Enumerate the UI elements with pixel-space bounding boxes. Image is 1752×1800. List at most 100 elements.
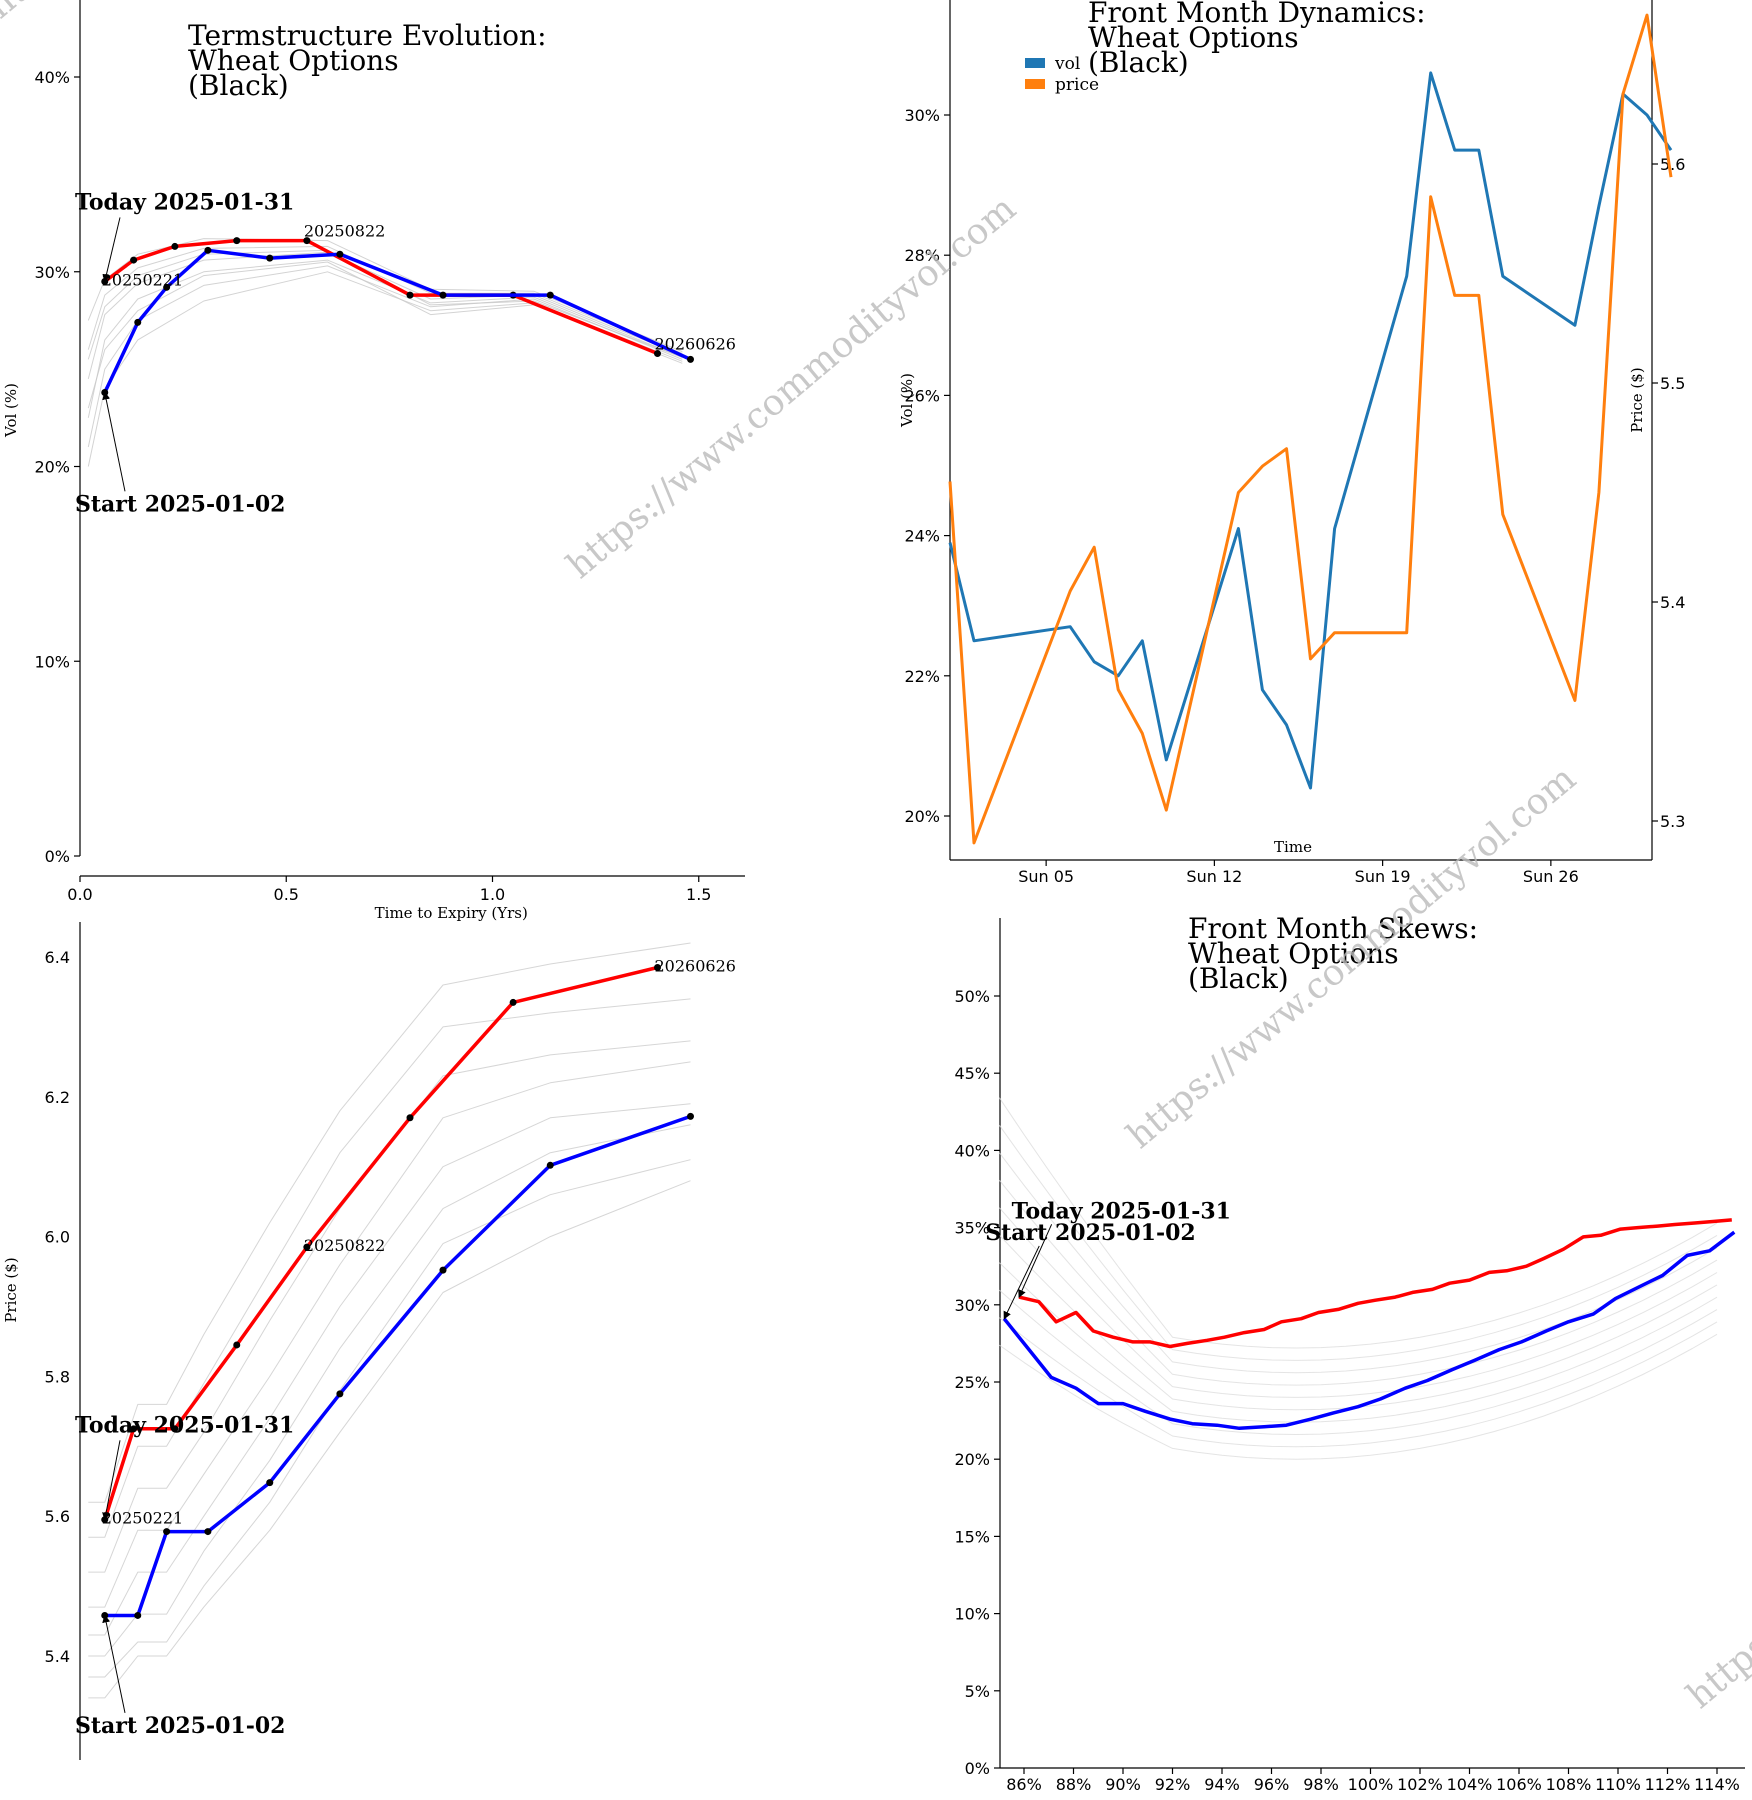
prices-point bbox=[509, 998, 517, 1006]
prices-point bbox=[171, 1425, 179, 1433]
termstructure-point bbox=[654, 350, 661, 358]
frontmonth-x-tick-label: Sun 12 bbox=[1186, 867, 1242, 886]
skews-y-tick-label: 15% bbox=[954, 1527, 990, 1546]
termstructure-history-line bbox=[87, 249, 683, 360]
prices-series-line bbox=[103, 965, 658, 1521]
frontmonth-y-right-axis-label: Price ($) bbox=[1628, 367, 1646, 432]
skews-history-line bbox=[998, 1152, 1718, 1374]
skews-x-tick-label: 114% bbox=[1694, 1775, 1740, 1794]
termstructure-x-tick-label: 1.0 bbox=[480, 885, 505, 904]
prices-contract-label: 20260626 bbox=[655, 956, 736, 975]
skews-x-tick-label: 96% bbox=[1254, 1775, 1290, 1794]
frontmonth-title-line: Wheat Options bbox=[1088, 21, 1299, 54]
termstructure-history-line bbox=[87, 245, 683, 354]
skews-y-tick-label: 35% bbox=[954, 1219, 990, 1238]
skews-history-line bbox=[998, 1179, 1718, 1386]
prices-y-tick-label: 5.8 bbox=[45, 1367, 70, 1386]
skews-title-line: Front Month Skews: bbox=[1188, 912, 1478, 945]
prices-chart: 5.4 5.6 5.8 6.0 6.2 6.4 Price ($) 20250221 20250… bbox=[2, 922, 736, 1760]
frontmonth-y-right-tick-label: 5.4 bbox=[1660, 593, 1685, 612]
skews-x-tick-label: 90% bbox=[1105, 1775, 1141, 1794]
frontmonth-y-tick-label: 28% bbox=[904, 246, 940, 265]
termstructure-x-axis-label: Time to Expiry (Yrs) bbox=[375, 904, 528, 922]
prices-y-tick-label: 5.6 bbox=[45, 1507, 70, 1526]
termstructure-contract-label: 20250822 bbox=[304, 222, 385, 241]
prices-point bbox=[303, 1243, 311, 1251]
skews-y-tick-label: 20% bbox=[954, 1450, 990, 1469]
prices-point bbox=[266, 1479, 274, 1487]
termstructure-title-line: Wheat Options bbox=[188, 44, 399, 77]
skews-series-line bbox=[1018, 1218, 1732, 1349]
frontmonth-x-tick-label: Sun 19 bbox=[1355, 867, 1411, 886]
skews-chart: 0% 5% 10% 15% 20% 25% 30% 35% 40% 45% 50% 86% 88% 90%… bbox=[954, 912, 1745, 1794]
skews-annotation-label: Start 2025-01-02 bbox=[985, 1220, 1195, 1246]
skews-series-line bbox=[1002, 1230, 1736, 1431]
termstructure-point bbox=[134, 318, 142, 326]
prices-y-tick-label: 6.4 bbox=[45, 948, 70, 967]
skews-y-tick-label: 30% bbox=[954, 1296, 990, 1315]
termstructure-point bbox=[546, 291, 554, 299]
frontmonth-y-right-tick-label: 5.5 bbox=[1660, 374, 1685, 393]
skews-history-line bbox=[998, 1124, 1718, 1361]
termstructure-contract-label: 20260626 bbox=[655, 335, 736, 354]
prices-y-tick-label: 6.2 bbox=[45, 1088, 70, 1107]
prices-point bbox=[163, 1528, 171, 1536]
skews-x-tick-label: 112% bbox=[1645, 1775, 1691, 1794]
prices-point bbox=[439, 1266, 447, 1274]
prices-point bbox=[687, 1112, 694, 1120]
frontmonth-title-line: Front Month Dynamics: bbox=[1088, 0, 1426, 29]
termstructure-annotation-arrow bbox=[102, 217, 121, 283]
skews-y-tick-label: 10% bbox=[954, 1605, 990, 1624]
prices-point bbox=[134, 1611, 142, 1619]
termstructure-point bbox=[204, 246, 212, 254]
prices-history-line bbox=[88, 1040, 691, 1573]
termstructure-point bbox=[266, 254, 274, 262]
prices-series-line bbox=[104, 1114, 692, 1618]
frontmonth-y-tick-label: 24% bbox=[904, 527, 940, 546]
prices-point bbox=[546, 1161, 554, 1169]
skews-x-tick-label: 102% bbox=[1397, 1775, 1443, 1794]
frontmonth-chart: 20% 22% 24% 26% 28% 30% 5.3 5.4 5.5 5.6 Sun 05 Sun … bbox=[898, 0, 1685, 886]
skews-y-tick-label: 50% bbox=[954, 987, 990, 1006]
termstructure-history-line bbox=[87, 261, 683, 409]
termstructure-history-line bbox=[87, 271, 683, 467]
skews-title-line: Wheat Options bbox=[1188, 937, 1399, 970]
prices-annotation-label: Start 2025-01-02 bbox=[75, 1713, 285, 1739]
termstructure-y-axis-label: Vol (%) bbox=[2, 383, 20, 438]
frontmonth-x-axis-label: Time bbox=[1274, 838, 1312, 856]
termstructure-x-tick-label: 1.5 bbox=[686, 885, 711, 904]
frontmonth-y-right-tick-label: 5.3 bbox=[1660, 812, 1685, 831]
prices-point bbox=[654, 963, 661, 971]
prices-y-axis-label: Price ($) bbox=[2, 1257, 20, 1322]
skews-y-tick-label: 45% bbox=[954, 1064, 990, 1083]
skews-x-tick-label: 106% bbox=[1496, 1775, 1542, 1794]
skews-history-line bbox=[999, 1333, 1718, 1460]
prices-point bbox=[233, 1341, 241, 1349]
skews-history-line bbox=[998, 1207, 1718, 1398]
prices-history-line bbox=[88, 1180, 691, 1699]
termstructure-point bbox=[163, 283, 171, 291]
frontmonth-title-line: (Black) bbox=[1088, 46, 1189, 79]
frontmonth-y-right-tick-label: 5.6 bbox=[1660, 155, 1685, 174]
prices-annotation-arrow bbox=[102, 1440, 121, 1521]
skews-y-tick-label: 40% bbox=[954, 1141, 990, 1160]
termstructure-title-line: (Black) bbox=[188, 69, 289, 102]
frontmonth-y-tick-label: 26% bbox=[904, 386, 940, 405]
skews-x-tick-label: 104% bbox=[1447, 1775, 1493, 1794]
termstructure-annotation-arrow bbox=[102, 391, 126, 492]
termstructure-point bbox=[406, 291, 414, 299]
termstructure-point bbox=[171, 242, 179, 250]
termstructure-title-line: Termstructure Evolution: bbox=[188, 19, 547, 52]
skews-annotation-arrow bbox=[1018, 1224, 1053, 1298]
skews-title-line: (Black) bbox=[1188, 962, 1289, 995]
frontmonth-x-tick-label: Sun 26 bbox=[1523, 867, 1579, 886]
prices-y-tick-label: 5.4 bbox=[45, 1647, 70, 1666]
prices-point bbox=[204, 1528, 212, 1536]
prices-history-line bbox=[88, 1124, 691, 1657]
termstructure-point bbox=[130, 256, 138, 264]
termstructure-y-tick-label: 10% bbox=[34, 652, 70, 671]
skews-history-line bbox=[998, 1097, 1718, 1349]
termstructure-annotation-label: Today 2025-01-31 bbox=[75, 189, 294, 215]
prices-annotation-label: Today 2025-01-31 bbox=[75, 1412, 294, 1438]
skews-x-tick-label: 88% bbox=[1056, 1775, 1092, 1794]
